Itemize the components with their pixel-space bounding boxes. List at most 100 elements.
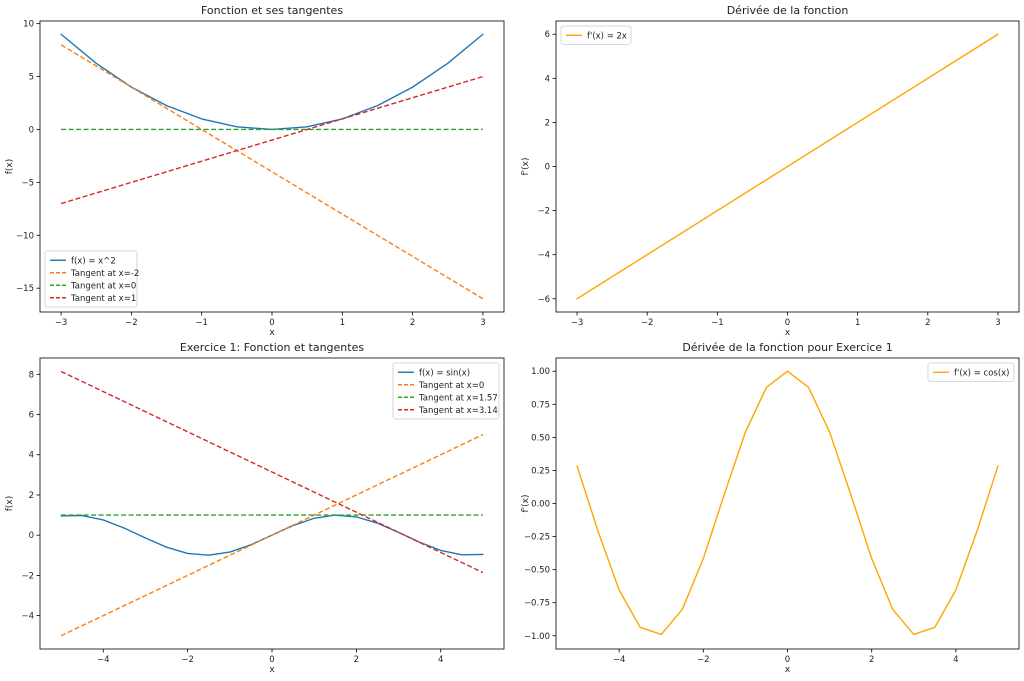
x-tick-label: −1 xyxy=(195,318,208,328)
legend: f(x) = sin(x) Tangent at x=0 Tangent at x=… xyxy=(392,362,500,420)
y-tick-label: 1.00 xyxy=(531,367,550,377)
legend-label: f'(x) = 2x xyxy=(587,31,627,41)
y-tick-label: 4 xyxy=(545,74,550,84)
legend: f'(x) = 2x xyxy=(560,25,632,45)
legend-box xyxy=(927,362,1015,382)
x-axis-label: x xyxy=(269,665,275,675)
series-line-1 xyxy=(576,370,999,636)
y-tick-label: 6 xyxy=(29,411,34,421)
y-tick-label: −15 xyxy=(16,284,34,294)
x-tick-label: −2 xyxy=(181,655,194,665)
y-tick-label: 2 xyxy=(545,118,550,128)
legend-label: f(x) = x^2 xyxy=(71,256,116,266)
y-tick-label: 0.00 xyxy=(531,500,550,510)
x-tick-label: 0 xyxy=(785,318,790,328)
plot-area xyxy=(60,33,484,300)
y-tick-label: 0 xyxy=(545,163,550,173)
series-line-4 xyxy=(60,75,484,205)
subplot-2: Dérivée de la fonction x f'(x) −3 −2 −1 0 1 2 3 −6… xyxy=(521,4,1020,338)
x-tick-label: 2 xyxy=(925,318,930,328)
chart-title: Dérivée de la fonction xyxy=(727,4,849,17)
plot-area xyxy=(576,33,999,300)
x-tick-label: 2 xyxy=(869,655,874,665)
x-tick-label: 1 xyxy=(855,318,860,328)
y-tick-label: −0.25 xyxy=(524,533,550,543)
y-tick-label: −6 xyxy=(537,295,550,305)
legend-label: Tangent at x=1.57 xyxy=(418,393,498,403)
y-axis-label: f'(x) xyxy=(521,495,531,513)
chart-title: Exercice 1: Fonction et tangentes xyxy=(180,341,364,354)
axes-frame xyxy=(39,20,505,313)
x-tick-label: 4 xyxy=(953,655,958,665)
y-tick-label: 2 xyxy=(29,491,34,501)
y-tick-label: 0 xyxy=(29,531,34,541)
y-tick-label: −10 xyxy=(16,231,34,241)
subplot-4: Dérivée de la fonction pour Exercice 1 x f… xyxy=(521,341,1020,675)
subplot-3: Exercice 1: Fonction et tangentes x f(x) −4… xyxy=(5,341,505,675)
y-tick-label: −4 xyxy=(21,612,34,622)
x-tick-label: −3 xyxy=(55,318,68,328)
x-tick-label: 2 xyxy=(410,318,415,328)
legend-box xyxy=(392,362,500,420)
y-axis-label: f(x) xyxy=(5,159,15,175)
y-tick-label: 10 xyxy=(23,20,34,30)
chart-title: Fonction et ses tangentes xyxy=(201,4,343,17)
legend-label: f(x) = sin(x) xyxy=(419,368,470,378)
x-tick-label: 1 xyxy=(340,318,345,328)
x-axis-label: x xyxy=(269,328,275,338)
x-tick-label: −4 xyxy=(613,655,626,665)
y-tick-label: −4 xyxy=(537,251,550,261)
y-tick-label: 0.50 xyxy=(531,433,550,443)
x-tick-label: −2 xyxy=(697,655,710,665)
axes-frame xyxy=(555,20,1020,313)
x-tick-label: −2 xyxy=(125,318,138,328)
x-tick-label: −1 xyxy=(711,318,724,328)
y-tick-label: 4 xyxy=(29,451,34,461)
x-tick-label: 3 xyxy=(995,318,1000,328)
x-axis-label: x xyxy=(785,328,791,338)
x-tick-label: 0 xyxy=(785,655,790,665)
y-tick-label: −0.75 xyxy=(524,599,550,609)
x-tick-label: 0 xyxy=(269,318,274,328)
legend-label: Tangent at x=0 xyxy=(70,281,136,291)
y-tick-label: 8 xyxy=(29,370,34,380)
series-line-2 xyxy=(60,433,484,637)
legend: f(x) = x^2 Tangent at x=-2 Tangent at x=0 T… xyxy=(44,250,139,308)
axes-frame xyxy=(555,357,1020,650)
y-tick-label: 6 xyxy=(545,30,550,40)
y-tick-label: 0.25 xyxy=(531,466,550,476)
plot-area xyxy=(60,370,484,637)
legend-label: Tangent at x=-2 xyxy=(70,269,139,279)
x-tick-label: 0 xyxy=(269,655,274,665)
x-tick-label: −4 xyxy=(97,655,110,665)
legend-label: Tangent at x=0 xyxy=(418,381,484,391)
legend-box xyxy=(560,25,632,45)
x-tick-label: −3 xyxy=(571,318,584,328)
x-tick-label: 3 xyxy=(480,318,485,328)
y-tick-label: −1.00 xyxy=(524,632,550,642)
legend-label: Tangent at x=1 xyxy=(70,294,136,304)
x-tick-label: −2 xyxy=(641,318,654,328)
y-tick-label: 0.75 xyxy=(531,400,550,410)
x-axis-label: x xyxy=(785,665,791,675)
legend-label: f'(x) = cos(x) xyxy=(954,368,1009,378)
legend: f'(x) = cos(x) xyxy=(927,362,1015,382)
series-line-1 xyxy=(576,33,999,300)
series-line-1 xyxy=(60,33,484,131)
y-tick-label: −2 xyxy=(21,571,34,581)
y-axis-label: f(x) xyxy=(5,496,15,512)
chart-title: Dérivée de la fonction pour Exercice 1 xyxy=(682,341,892,354)
legend-box xyxy=(44,250,138,308)
x-tick-label: 2 xyxy=(354,655,359,665)
series-line-4 xyxy=(60,370,484,574)
y-tick-label: −2 xyxy=(537,207,550,217)
y-tick-label: 0 xyxy=(29,125,34,135)
plot-area xyxy=(576,370,999,636)
x-tick-label: 4 xyxy=(438,655,443,665)
y-tick-label: 5 xyxy=(29,73,34,83)
legend-label: Tangent at x=3.14 xyxy=(418,406,498,416)
y-tick-label: −5 xyxy=(21,178,34,188)
y-tick-label: −0.50 xyxy=(524,566,550,576)
